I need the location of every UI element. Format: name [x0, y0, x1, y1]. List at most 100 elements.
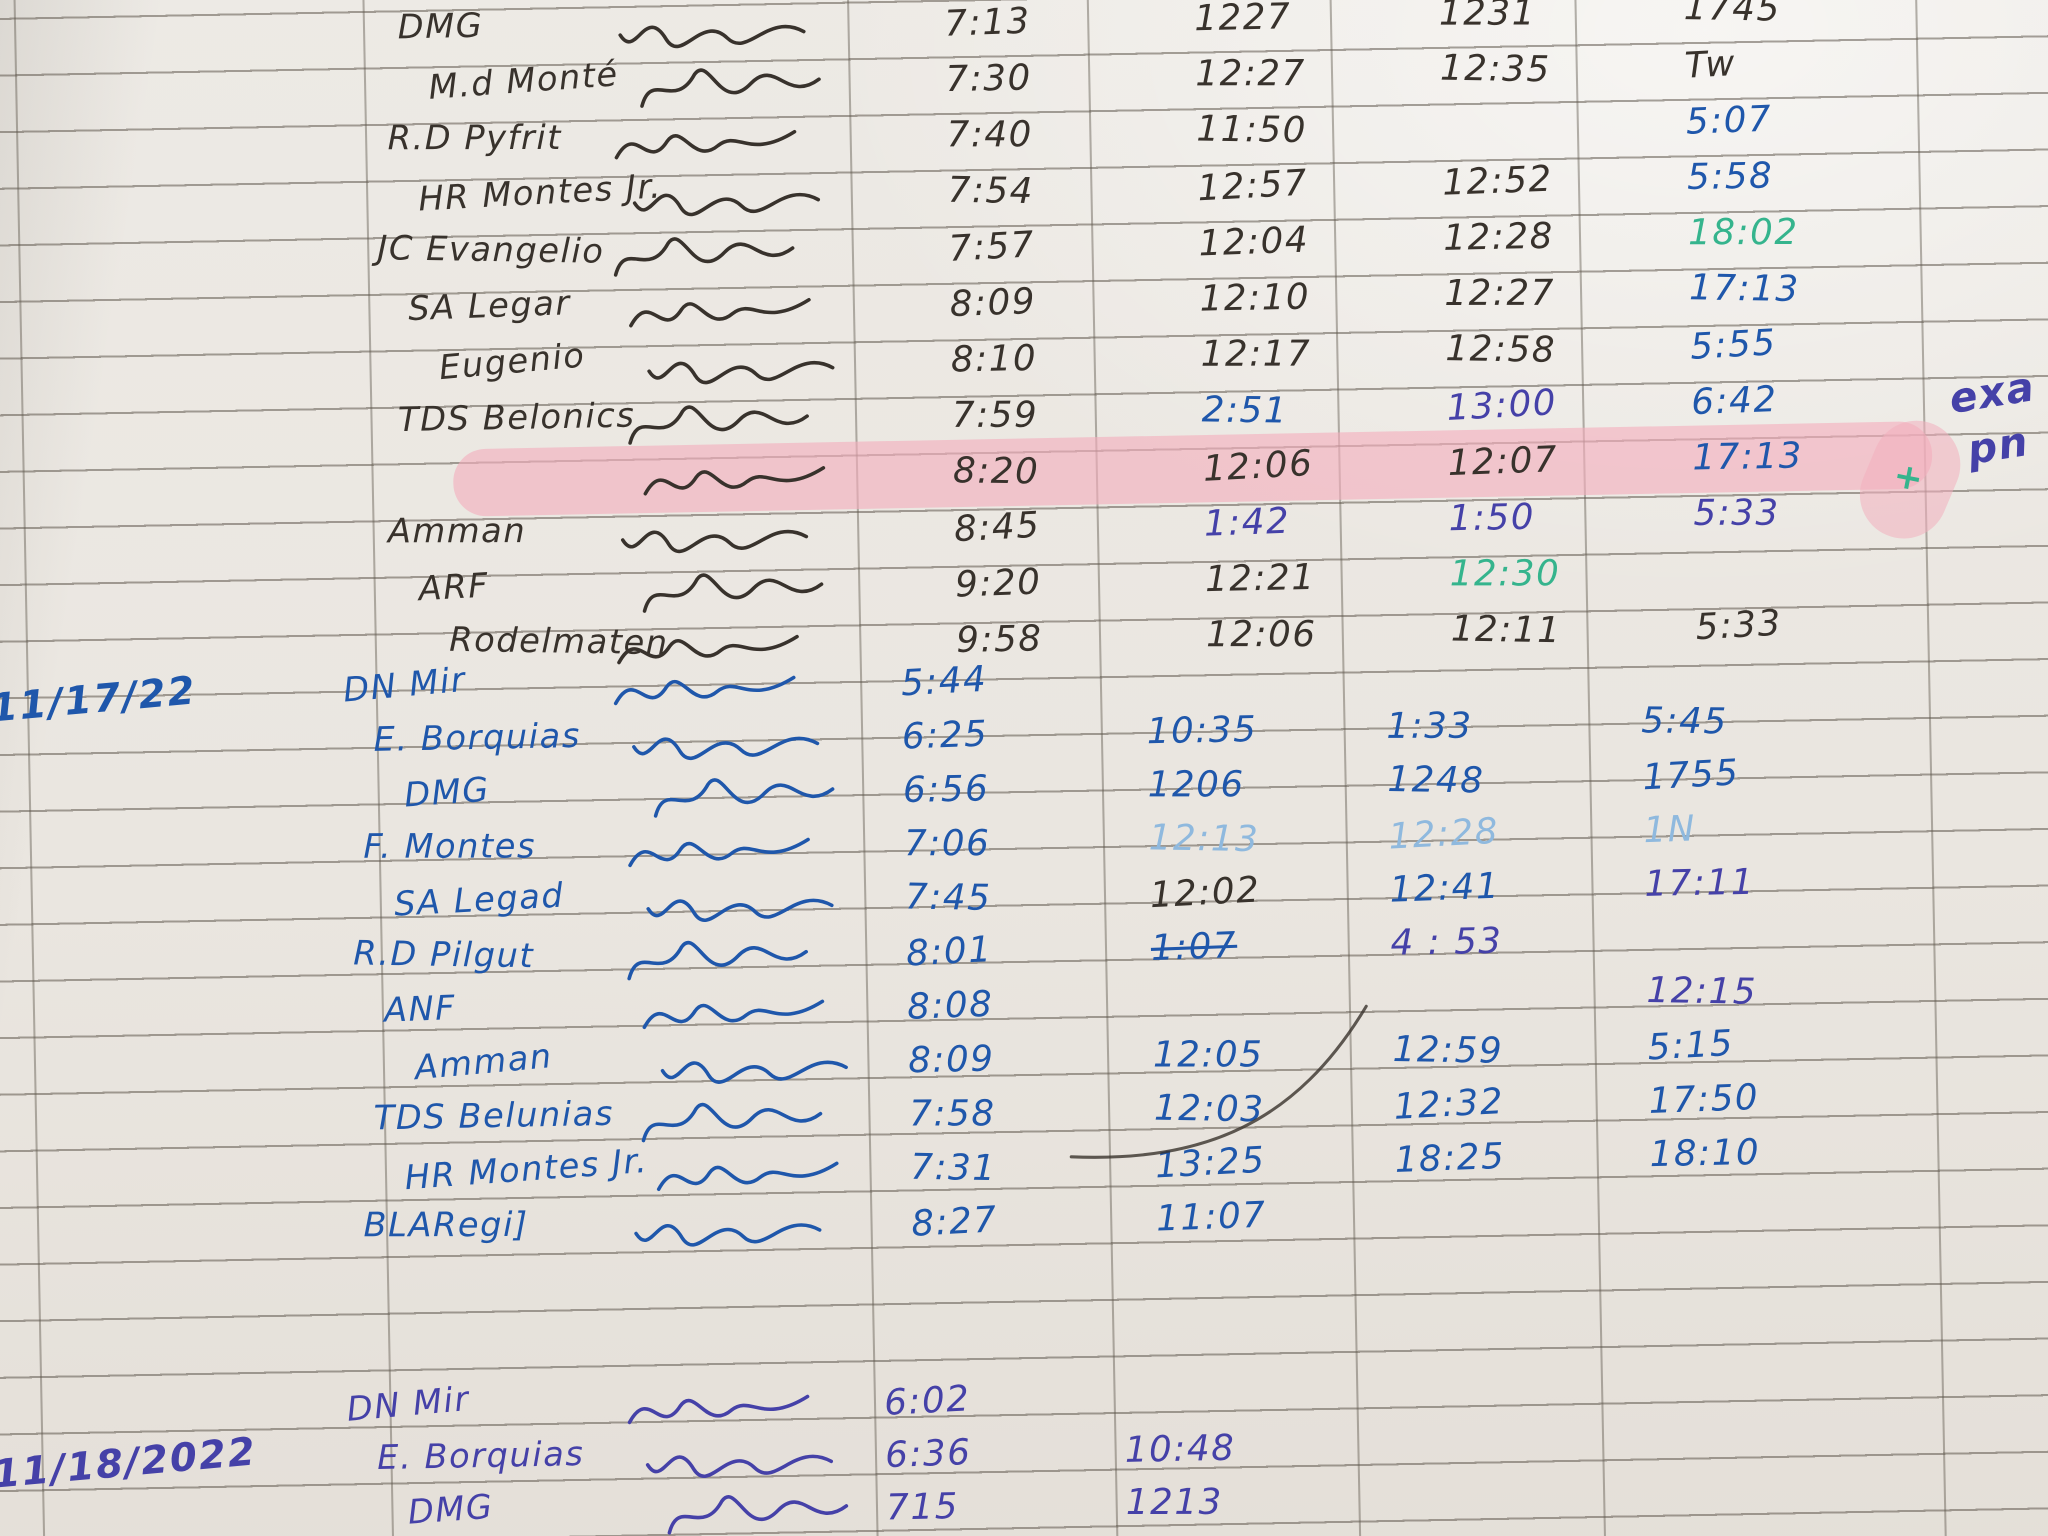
time-entry: 5:45 — [1641, 700, 1728, 743]
worker-name: Amman — [387, 510, 527, 551]
time-entry: 6:36 — [884, 1432, 973, 1477]
time-entry: 2:51 — [1201, 389, 1289, 432]
time-entry: 1213 — [1125, 1482, 1223, 1524]
time-entry: 1:42 — [1203, 500, 1291, 545]
time-entry: 8:09 — [907, 1038, 995, 1082]
time-entry: 6:02 — [883, 1378, 972, 1425]
log-row: DN Mir 5:44 — [0, 632, 2048, 731]
time-entry: Tw — [1683, 43, 1738, 87]
worker-name: DN Mir — [345, 1378, 472, 1429]
time-entry: 12:59 — [1392, 1029, 1504, 1072]
log-row: TDS Belunias 7:58 12:03 12:32 17:50 — [0, 1064, 2048, 1163]
log-row: E. Borquias 6:25 10:35 1:33 5:45 — [0, 686, 2048, 785]
time-entry: 12:41 — [1388, 866, 1501, 911]
time-entry: 12:28 — [1442, 216, 1555, 260]
signature-scribble — [628, 405, 809, 445]
signature-scribble — [632, 736, 820, 760]
time-entry: 12:04 — [1197, 219, 1310, 265]
time-entry: 5:58 — [1686, 155, 1774, 199]
worker-name: M.d Monté — [427, 53, 620, 107]
signature-scribble — [628, 837, 810, 868]
time-entry: 12:17 — [1200, 333, 1312, 375]
log-row: F. Montes 7:06 12:13 12:28 1N — [0, 794, 2048, 893]
worker-name: Amman — [412, 1035, 555, 1088]
time-entry: 7:31 — [909, 1147, 997, 1190]
signature-scribble — [647, 360, 835, 385]
time-entry: 12:21 — [1204, 557, 1316, 601]
time-entry: 12:30 — [1449, 553, 1561, 595]
time-entry: 1745 — [1683, 0, 1782, 30]
log-row: Amman 8:09 12:05 12:59 5:15 — [0, 1010, 2048, 1109]
time-entry: 11:07 — [1155, 1194, 1268, 1240]
time-entry: 715 — [885, 1486, 960, 1529]
stray-pen-mark — [1069, 1004, 1368, 1159]
log-row: DMG 6:56 1206 1248 1755 — [0, 740, 2048, 839]
log-row: JC Evangelio 7:57 12:04 12:28 18:02 — [0, 199, 2048, 298]
time-entry: 8:08 — [906, 984, 995, 1029]
log-row: R.D Pyfrit 7:40 11:50 5:07 — [0, 86, 2048, 185]
log-row: DMG 715 1213 — [0, 1457, 2048, 1536]
time-entry: 17:11 — [1644, 862, 1756, 906]
signature-scribble — [642, 573, 824, 613]
log-row: E. Borquias 6:36 10:48 — [0, 1404, 2048, 1503]
time-entry: 1231 — [1438, 0, 1537, 34]
log-row: Amman 8:45 1:42 1:50 5:33 — [0, 479, 2048, 578]
time-entry: 8:27 — [910, 1199, 999, 1246]
signature-scribble — [632, 192, 821, 217]
time-entry: 17:13 — [1692, 435, 1804, 479]
time-entry: 12:10 — [1199, 276, 1311, 320]
signature-scribble — [627, 940, 808, 981]
time-entry: 12:27 — [1195, 53, 1306, 95]
worker-name: E. Borquias — [376, 1433, 585, 1478]
time-entry: 7:13 — [943, 0, 1032, 45]
log-row: HR Montes Jr. 7:54 12:57 12:52 5:58 — [0, 142, 2048, 241]
worker-name: SA Legar — [407, 282, 572, 329]
time-entry: 8:20 — [952, 450, 1040, 493]
time-entry: 1N — [1642, 808, 1697, 852]
time-entry: 12:28 — [1387, 811, 1501, 858]
time-entry: 10:35 — [1146, 709, 1258, 753]
signature-scribble — [634, 1223, 822, 1247]
log-row: DN Mir 6:02 — [0, 1351, 2048, 1450]
time-entry: 7:59 — [951, 395, 1039, 437]
worker-name: TDS Belunias — [373, 1093, 615, 1138]
signature-scribble — [646, 898, 834, 922]
worker-name: DN Mir — [341, 659, 468, 710]
time-entry: 5:55 — [1689, 322, 1778, 368]
time-entry: 6:25 — [901, 713, 990, 758]
signature-scribble — [656, 1161, 839, 1191]
worker-name: ANF — [383, 987, 457, 1030]
worker-name: BLARegi] — [363, 1204, 529, 1245]
time-entry: 8:45 — [953, 505, 1042, 551]
signature-scribble — [643, 466, 826, 496]
time-entry: 8:10 — [950, 338, 1038, 381]
worker-name: E. Borquias — [373, 715, 582, 760]
worker-name: JC Evangelio — [377, 227, 605, 271]
time-entry: 7:58 — [909, 1093, 996, 1135]
worker-name: R.D Pilgut — [352, 932, 535, 976]
signature-scribble — [653, 778, 835, 818]
signature-scribble — [629, 297, 811, 328]
time-entry: 7:57 — [947, 224, 1037, 271]
log-row: HR Montes Jr. 7:31 13:25 18:25 18:10 — [0, 1118, 2048, 1217]
time-entry: 5:15 — [1646, 1023, 1735, 1069]
log-row: ANF 8:08 12:15 — [0, 956, 2048, 1055]
time-entry: 1:50 — [1448, 497, 1536, 540]
log-row: 8:20 12:06 12:07 17:13 — [0, 407, 2048, 553]
worker-name: TDS Belonics — [397, 394, 636, 440]
time-entry: 1227 — [1193, 0, 1292, 40]
worker-name: DMG — [406, 1486, 495, 1532]
log-row: SA Legad 7:45 12:02 12:41 17:11 — [0, 848, 2048, 947]
time-entry: 5:07 — [1685, 98, 1773, 143]
time-entry: 1206 — [1147, 764, 1245, 806]
signature-scribble — [667, 1495, 849, 1535]
log-row: TDS Belonics 7:59 2:51 13:00 6:42 — [0, 367, 2048, 466]
time-entry: 1:07 — [1150, 925, 1238, 970]
signature-scribble — [613, 675, 796, 706]
time-entry: 17:13 — [1688, 267, 1801, 311]
time-entry: 7:54 — [947, 170, 1035, 213]
time-entry: 12:58 — [1445, 328, 1557, 372]
time-entry: 5:44 — [899, 659, 989, 705]
